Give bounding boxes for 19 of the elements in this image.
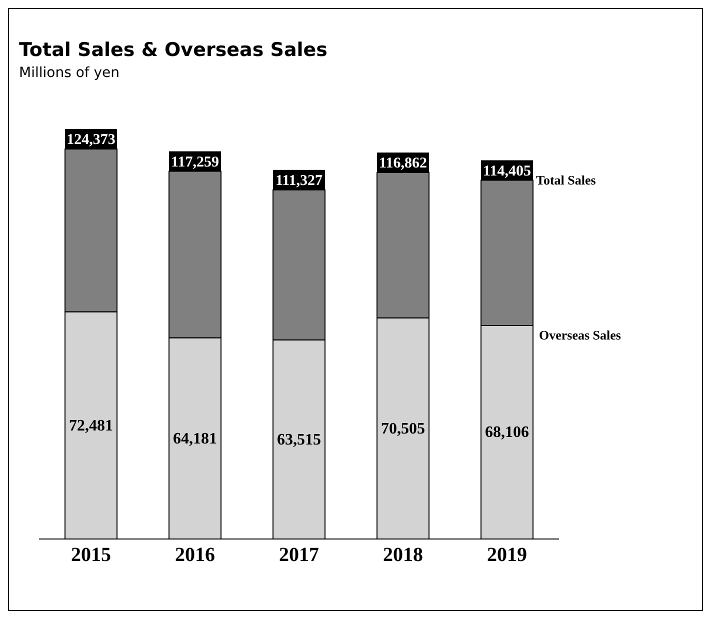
data-label: 64,181: [173, 430, 217, 448]
x-tick-label: 2016: [175, 544, 215, 566]
annotation: Total Sales: [536, 172, 596, 188]
x-tick-label: 2015: [71, 544, 111, 566]
series-label: Overseas Sales: [539, 327, 621, 342]
x-tick-label: 2017: [279, 544, 319, 566]
data-label: 68,106: [485, 424, 529, 442]
data-label: 70,505: [381, 420, 425, 438]
chart-title: Total Sales & Overseas Sales: [19, 39, 328, 61]
total-label: 111,327: [275, 172, 324, 189]
x-tick-label: 2019: [487, 544, 527, 566]
total-label: 116,862: [379, 156, 427, 172]
total-label: 114,405: [483, 163, 531, 180]
total-label: 124,373: [66, 132, 116, 148]
data-label: 72,481: [69, 417, 113, 434]
chart-subtitle: Millions of yen: [19, 65, 120, 81]
x-tick-label: 2018: [383, 544, 423, 566]
data-label: 63,515: [277, 431, 321, 448]
total-label: 117,259: [171, 154, 219, 170]
